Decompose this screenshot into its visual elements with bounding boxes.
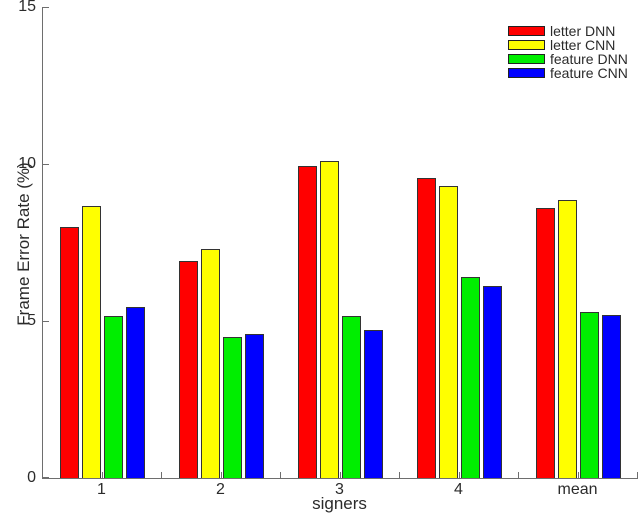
- x-axis-tick-mark: [220, 472, 222, 478]
- bar-letter-DNN-1: [60, 226, 79, 478]
- bar-feature-DNN-3: [342, 316, 361, 478]
- x-axis-tick-mark: [518, 472, 519, 478]
- x-axis-tick-label: 1: [97, 481, 106, 498]
- x-axis-tick-mark: [399, 472, 400, 478]
- bar-feature-CNN-4: [483, 286, 502, 478]
- legend-label: feature DNN: [550, 51, 628, 67]
- plot-area: [42, 7, 638, 479]
- x-axis-label: signers: [312, 494, 367, 513]
- bar-feature-CNN-mean: [602, 314, 621, 478]
- y-axis-tick-mark: [43, 477, 49, 478]
- bar-feature-DNN-mean: [580, 311, 599, 478]
- legend: letter DNN letter CNN feature DNN feature C…: [508, 24, 628, 80]
- bar-feature-CNN-1: [126, 306, 145, 478]
- bar-letter-CNN-1: [82, 206, 101, 478]
- y-axis-tick-mark: [43, 321, 49, 322]
- y-axis-tick-label: 10: [18, 155, 36, 172]
- legend-label: letter DNN: [550, 23, 616, 39]
- legend-swatch: [508, 26, 545, 36]
- bar-group-mean: [519, 7, 638, 478]
- x-axis-tick-mark: [161, 472, 162, 478]
- x-axis-tick-label: 2: [216, 481, 225, 498]
- x-axis-tick-label: 4: [454, 481, 463, 498]
- y-axis-label: Frame Error Rate (%): [14, 162, 33, 326]
- bar-group-3: [281, 7, 400, 478]
- x-axis-tick-mark: [339, 472, 341, 478]
- legend-swatch: [508, 40, 545, 50]
- bar-letter-CNN-4: [439, 185, 458, 478]
- x-axis-tick-label: 3: [335, 481, 344, 498]
- bar-group-2: [162, 7, 281, 478]
- bar-group-4: [400, 7, 519, 478]
- bar-letter-DNN-2: [179, 261, 198, 478]
- bar-letter-DNN-3: [298, 165, 317, 478]
- bar-letter-CNN-2: [201, 248, 220, 478]
- x-axis-tick-label: mean: [557, 481, 598, 498]
- legend-item-letter-CNN: letter CNN: [508, 38, 628, 52]
- legend-swatch: [508, 54, 545, 64]
- x-axis-tick-mark: [458, 472, 460, 478]
- bar-feature-CNN-3: [364, 330, 383, 478]
- legend-label: feature CNN: [550, 65, 628, 81]
- y-axis-tick-label: 15: [18, 0, 36, 15]
- legend-item-feature-DNN: feature DNN: [508, 52, 628, 66]
- x-axis-tick-mark: [101, 472, 103, 478]
- bar-feature-DNN-4: [461, 277, 480, 478]
- bar-feature-CNN-2: [245, 333, 264, 478]
- legend-item-letter-DNN: letter DNN: [508, 24, 628, 38]
- y-axis-tick-mark: [43, 164, 49, 165]
- x-axis-tick-mark: [577, 472, 579, 478]
- y-axis-tick-label: 5: [27, 312, 36, 329]
- bar-feature-DNN-1: [104, 316, 123, 478]
- y-axis-tick-label: 0: [27, 469, 36, 486]
- legend-item-feature-CNN: feature CNN: [508, 66, 628, 80]
- bar-letter-CNN-3: [320, 160, 339, 478]
- legend-swatch: [508, 68, 545, 78]
- legend-label: letter CNN: [550, 37, 616, 53]
- x-axis-tick-mark: [637, 472, 638, 478]
- bar-letter-DNN-mean: [536, 207, 555, 478]
- bar-letter-CNN-mean: [558, 200, 577, 478]
- bar-feature-DNN-2: [223, 336, 242, 478]
- x-axis-tick-mark: [280, 472, 281, 478]
- y-axis-tick-mark: [43, 7, 49, 8]
- bar-letter-DNN-4: [417, 178, 436, 478]
- bar-group-1: [43, 7, 162, 478]
